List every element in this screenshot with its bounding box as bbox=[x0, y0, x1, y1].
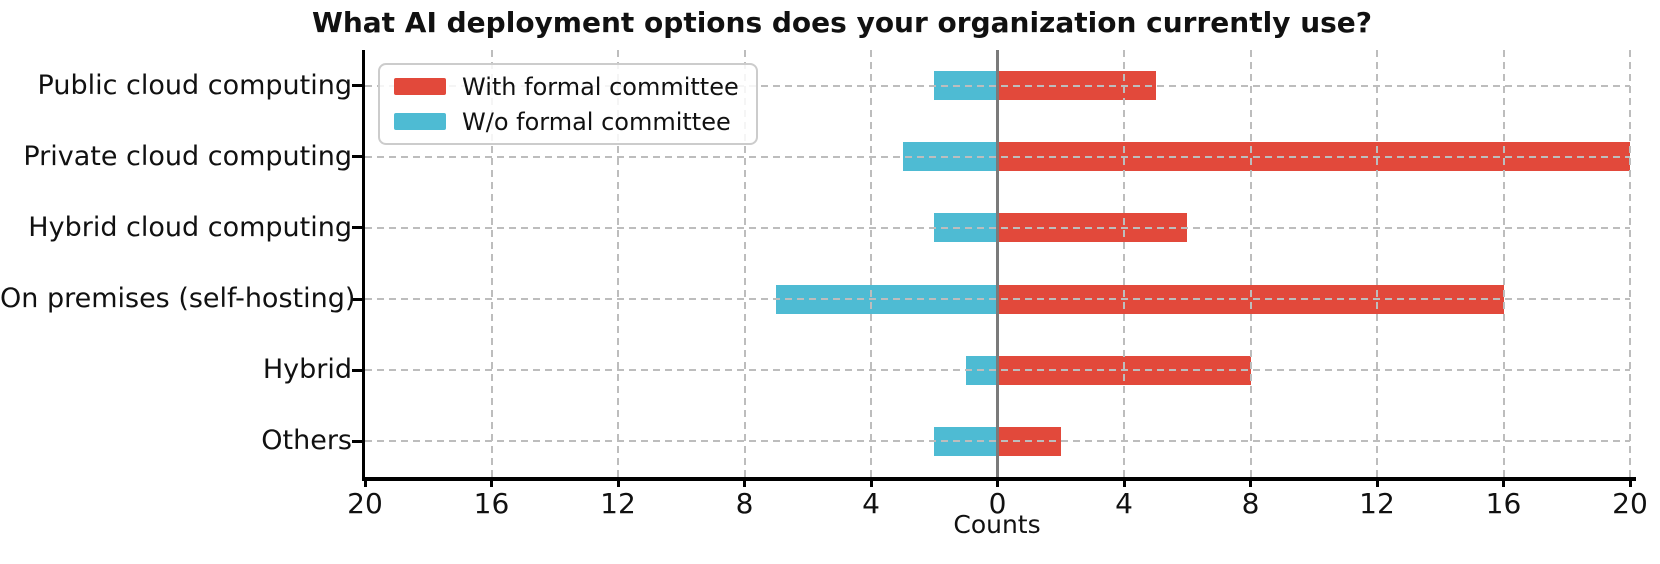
chart-title: What AI deployment options does your org… bbox=[311, 6, 1373, 39]
x-axis-tick bbox=[743, 477, 746, 487]
x-axis-tick bbox=[1249, 477, 1252, 487]
x-axis-tick bbox=[1502, 477, 1505, 487]
legend-item-without-committee: W/o formal committee bbox=[394, 108, 742, 136]
gridline-vertical bbox=[1123, 50, 1125, 477]
gridline-vertical bbox=[490, 50, 493, 477]
x-axis-tick bbox=[490, 477, 493, 487]
y-axis-tick bbox=[352, 84, 362, 88]
y-axis-spine bbox=[362, 50, 365, 480]
gridline-vertical bbox=[1249, 50, 1252, 477]
category-label: Private cloud computing bbox=[23, 140, 352, 172]
legend-swatch-without-committee bbox=[394, 113, 446, 130]
x-axis-tick-label: 20 bbox=[1612, 487, 1648, 520]
x-axis-tick-label: 20 bbox=[347, 487, 383, 520]
x-axis-tick bbox=[996, 477, 999, 487]
x-axis-tick bbox=[363, 477, 367, 487]
x-axis-tick-label: 16 bbox=[473, 487, 510, 520]
legend-label-without-committee: W/o formal committee bbox=[462, 107, 731, 136]
x-axis-spine bbox=[362, 477, 1636, 481]
x-axis-tick-label: 8 bbox=[735, 487, 754, 520]
x-axis-tick bbox=[869, 477, 873, 487]
legend-label-with-committee: With formal committee bbox=[462, 72, 739, 101]
x-axis-label: Counts bbox=[953, 510, 1041, 539]
zero-axis-line bbox=[996, 50, 999, 477]
x-axis-tick-label: 12 bbox=[1359, 487, 1395, 520]
legend-item-with-committee: With formal committee bbox=[394, 73, 742, 101]
category-label: On premises (self-hosting) bbox=[0, 283, 356, 315]
x-axis-tick-label: 0 bbox=[988, 487, 1007, 520]
gridline-vertical bbox=[1629, 50, 1631, 477]
x-axis-tick-label: 12 bbox=[600, 487, 636, 520]
x-axis-tick bbox=[1628, 477, 1632, 487]
gridline-vertical bbox=[1376, 50, 1378, 477]
legend-swatch-with-committee bbox=[394, 78, 446, 95]
x-axis-tick bbox=[616, 477, 620, 487]
plot-area: 20 16 12 8 4 0 4 8 12 16 20 Public cloud computing P… bbox=[0, 50, 1648, 520]
x-axis-tick bbox=[1122, 477, 1126, 487]
gridline-vertical bbox=[1502, 50, 1505, 477]
x-axis-tick-label: 16 bbox=[1485, 487, 1522, 520]
gridline-vertical bbox=[870, 50, 872, 477]
x-axis-tick-label: 8 bbox=[1241, 487, 1260, 520]
x-axis-tick bbox=[1375, 477, 1379, 487]
category-label: Hybrid cloud computing bbox=[28, 211, 352, 243]
x-axis-tick-label: 4 bbox=[1115, 487, 1133, 520]
y-axis-tick bbox=[352, 155, 362, 159]
x-axis-tick-label: 4 bbox=[862, 487, 880, 520]
y-axis-tick bbox=[352, 226, 362, 230]
y-axis-tick bbox=[352, 297, 362, 301]
legend: With formal committee W/o formal committ… bbox=[378, 63, 758, 145]
category-label: Public cloud computing bbox=[37, 69, 352, 101]
gridline-vertical bbox=[743, 50, 746, 477]
category-label: Others bbox=[261, 425, 352, 457]
y-axis-tick bbox=[352, 439, 362, 443]
gridline-vertical bbox=[617, 50, 619, 477]
category-label: Hybrid bbox=[262, 354, 352, 386]
y-axis-tick bbox=[352, 368, 362, 372]
